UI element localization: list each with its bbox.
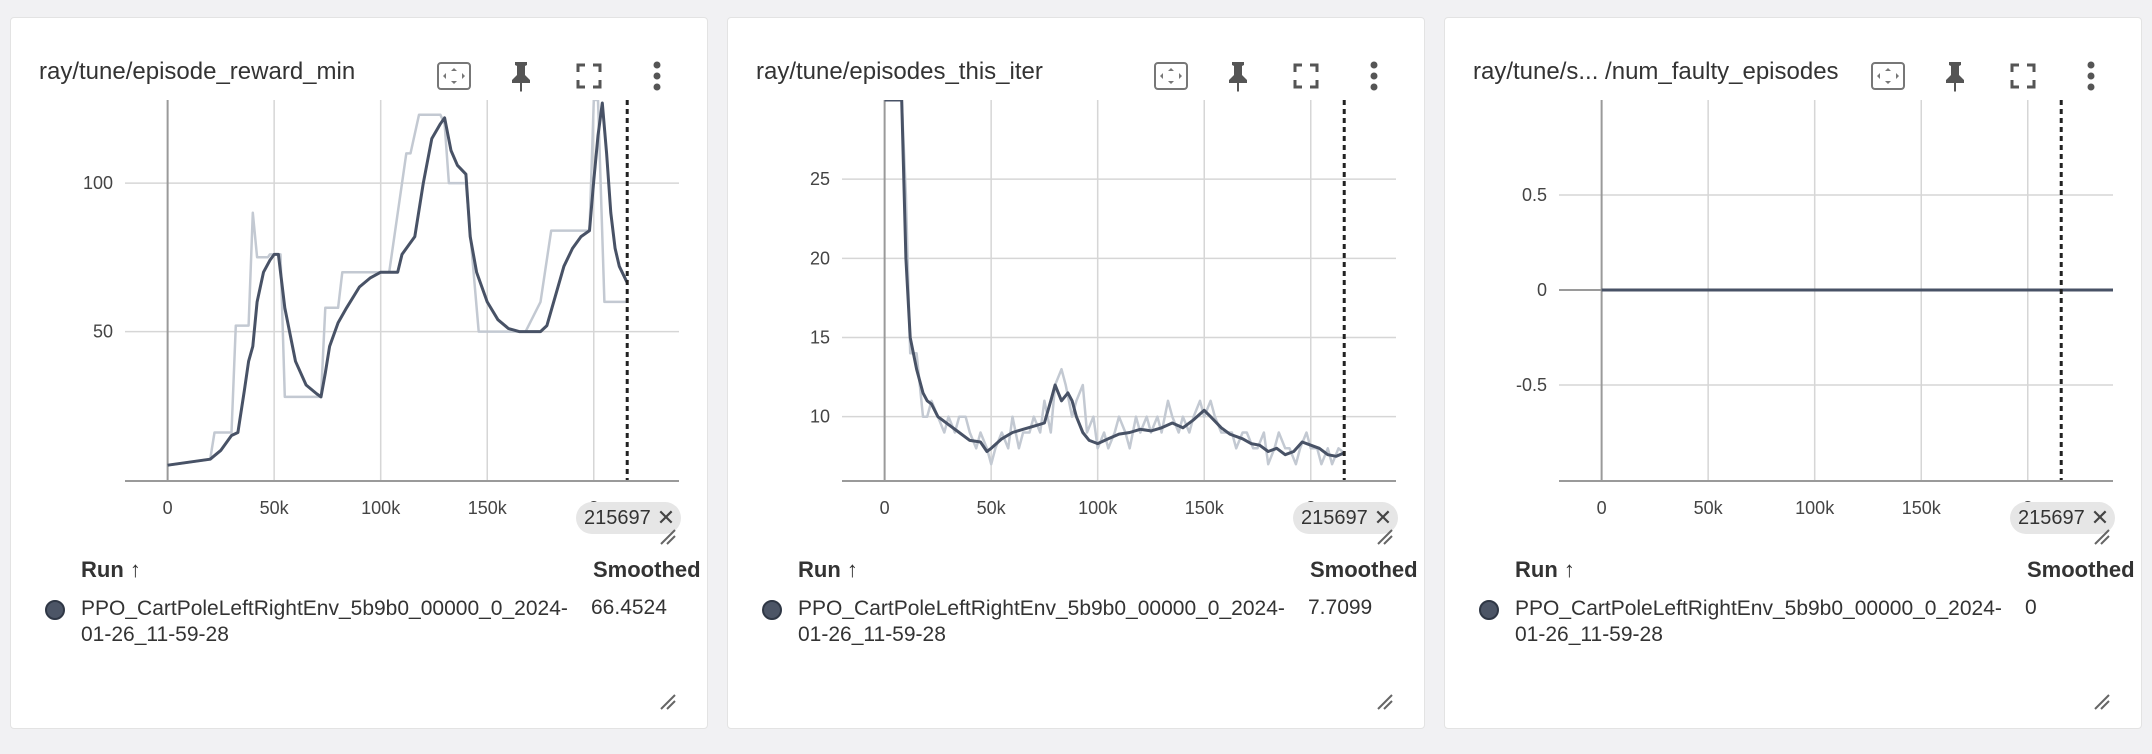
step-badge-label: 215697 — [2018, 506, 2085, 529]
x-tick-label: 150k — [1185, 498, 1225, 518]
x-tick-label: 0 — [1597, 498, 1607, 518]
x-tick-label: 50k — [1694, 498, 1724, 518]
y-tick-label: 0.5 — [1522, 185, 1547, 205]
raw-series-line — [167, 100, 628, 467]
resize-handle-icon[interactable] — [2091, 691, 2111, 711]
x-tick-label: 100k — [1078, 498, 1118, 518]
line-chart[interactable]: 050k100k150k2-0.500.5 — [1445, 18, 2143, 558]
x-tick-label: 150k — [468, 498, 508, 518]
fullscreen-icon[interactable] — [2003, 56, 2043, 96]
resize-handle-icon[interactable] — [2091, 526, 2111, 546]
y-tick-label: 50 — [93, 322, 113, 342]
x-tick-label: 150k — [1902, 498, 1942, 518]
y-tick-label: -0.5 — [1516, 375, 1547, 395]
y-tick-label: 15 — [810, 328, 830, 348]
x-tick-label: 100k — [361, 498, 401, 518]
resize-handle-icon[interactable] — [1374, 691, 1394, 711]
run-name: PPO_CartPoleLeftRightEnv_5b9b0_00000_0_2… — [81, 597, 568, 646]
fullscreen-icon[interactable] — [569, 56, 609, 96]
fit-to-data-icon[interactable] — [434, 56, 474, 96]
close-icon[interactable]: ✕ — [2090, 505, 2110, 530]
more-vert-icon[interactable] — [2071, 56, 2111, 96]
close-icon[interactable]: ✕ — [1373, 505, 1393, 530]
raw-series-line — [884, 100, 1346, 466]
fit-to-data-icon[interactable] — [1868, 56, 1908, 96]
runs-column-run[interactable]: Run ↑ — [798, 557, 858, 582]
run-color-swatch[interactable] — [762, 600, 782, 620]
card-title: ray/tune/episodes_this_iter — [756, 58, 1043, 85]
fit-to-data-icon[interactable] — [1151, 56, 1191, 96]
step-badge[interactable]: 215697 ✕ — [1293, 502, 1399, 534]
close-icon[interactable]: ✕ — [656, 505, 676, 530]
y-tick-label: 20 — [810, 248, 830, 268]
run-color-swatch[interactable] — [1479, 600, 1499, 620]
chart-card-episode-reward-min: ray/tune/episode_reward_min 0 50k 100k 150k… — [10, 17, 708, 729]
fullscreen-icon[interactable] — [1286, 56, 1326, 96]
card-title: ray/tune/episode_reward_min — [39, 58, 356, 85]
line-chart[interactable]: 050k100k150k250100 — [11, 18, 709, 558]
line-chart[interactable]: 050k100k150k210152025 — [728, 18, 1426, 558]
run-name: PPO_CartPoleLeftRightEnv_5b9b0_00000_0_2… — [798, 597, 1285, 646]
x-tick-label: 50k — [977, 498, 1007, 518]
smoothed-series-line — [884, 100, 1345, 458]
pin-icon[interactable] — [1935, 56, 1975, 96]
y-tick-label: 25 — [810, 169, 830, 189]
y-tick-label: 10 — [810, 407, 830, 427]
step-badge-label: 215697 — [584, 506, 651, 529]
card-title: ray/tune/s... /num_faulty_episodes — [1473, 58, 1839, 85]
runs-column-smoothed[interactable]: Smoothed — [1310, 557, 1418, 582]
runs-column-run[interactable]: Run ↑ — [1515, 557, 1575, 582]
runs-column-smoothed[interactable]: Smoothed — [2027, 557, 2135, 582]
pin-icon[interactable] — [1218, 56, 1258, 96]
x-tick-label: 50k — [260, 498, 290, 518]
y-tick-label: 0 — [1537, 280, 1547, 300]
run-smoothed-value: 0 — [2025, 596, 2037, 619]
step-badge-label: 215697 — [1301, 506, 1368, 529]
smoothed-series-line — [167, 101, 629, 467]
run-name: PPO_CartPoleLeftRightEnv_5b9b0_00000_0_2… — [1515, 597, 2002, 646]
x-tick-label: 0 — [880, 498, 890, 518]
step-badge[interactable]: 215697 ✕ — [2010, 502, 2116, 534]
pin-icon[interactable] — [501, 56, 541, 96]
resize-handle-icon[interactable] — [657, 691, 677, 711]
more-vert-icon[interactable] — [1354, 56, 1394, 96]
x-tick-label: 100k — [1795, 498, 1835, 518]
x-tick-label: 0 — [163, 498, 173, 518]
series-group — [884, 100, 1346, 466]
series-group — [167, 100, 629, 467]
run-smoothed-value: 66.4524 — [591, 596, 667, 619]
runs-column-run[interactable]: Run ↑ — [81, 557, 141, 582]
run-color-swatch[interactable] — [45, 600, 65, 620]
resize-handle-icon[interactable] — [1374, 526, 1394, 546]
more-vert-icon[interactable] — [637, 56, 677, 96]
run-smoothed-value: 7.7099 — [1308, 596, 1373, 619]
step-badge[interactable]: 215697 ✕ — [576, 502, 682, 534]
chart-card-num-faulty-episodes: ray/tune/s... /num_faulty_episodes 0 50k 1… — [1444, 17, 2142, 729]
runs-column-smoothed[interactable]: Smoothed — [593, 557, 701, 582]
y-tick-label: 100 — [83, 173, 113, 193]
resize-handle-icon[interactable] — [657, 526, 677, 546]
chart-card-episodes-this-iter: ray/tune/episodes_this_iter 0 50k 100k 150k… — [727, 17, 1425, 729]
